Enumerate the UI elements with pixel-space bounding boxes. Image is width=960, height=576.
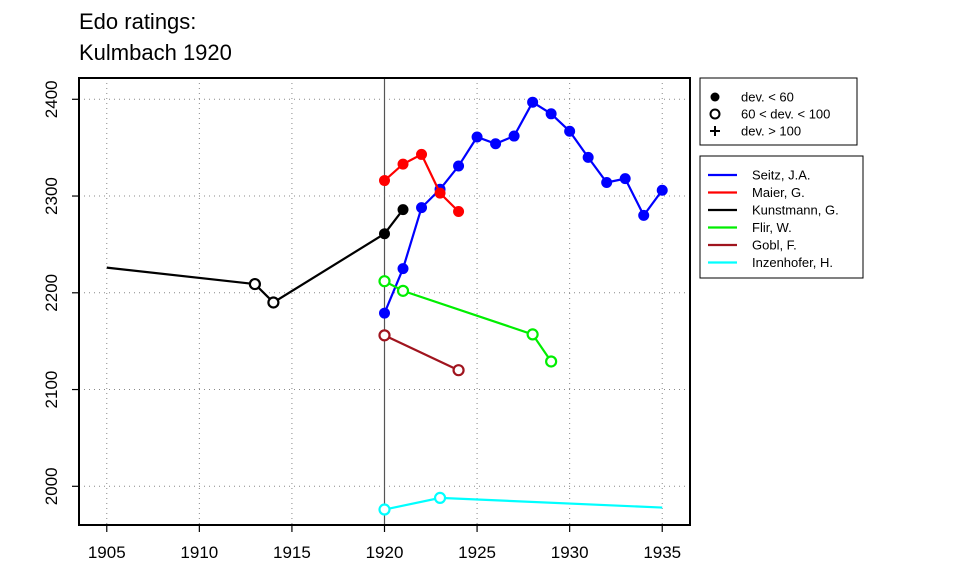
data-point: [378, 329, 391, 342]
x-tick-label: 1935: [643, 543, 681, 562]
deviation-legend-label: 60 < dev. < 100: [741, 107, 830, 122]
series-line: [384, 496, 663, 511]
legend-label: Inzenhofer, H.: [752, 255, 833, 270]
data-point: [471, 131, 483, 143]
legend-label: Kunstmann, G.: [752, 203, 839, 218]
y-tick-label: 2400: [42, 80, 61, 118]
series-line: [383, 280, 553, 363]
series: [378, 329, 465, 377]
x-tick-label: 1905: [88, 543, 126, 562]
data-point: [508, 130, 520, 142]
series: [379, 96, 668, 319]
data-point: [433, 491, 447, 505]
legend-label: Flir, W.: [752, 220, 792, 235]
data-point: [619, 173, 631, 185]
x-tick-label: 1920: [366, 543, 404, 562]
data-point: [397, 158, 409, 170]
series-line: [384, 334, 460, 372]
data-point: [379, 307, 390, 319]
series-line: [383, 100, 664, 314]
y-tick-label: 2200: [42, 274, 61, 312]
data-point: [248, 277, 261, 291]
x-tick-label: 1915: [273, 543, 311, 562]
series: [378, 275, 558, 368]
x-tick-label: 1930: [551, 543, 589, 562]
data-point: [545, 355, 558, 368]
y-tick-label: 2300: [42, 177, 61, 215]
data-point: [656, 184, 668, 196]
series-legend: Seitz, J.A. Maier, G. Kunstmann, G. Flir, W…: [699, 155, 864, 279]
data-point: [490, 138, 502, 150]
data-point: [396, 284, 410, 297]
data-point: [397, 204, 409, 216]
deviation-legend: dev. < 60 60 < dev. < 100 dev. > 100: [699, 77, 858, 146]
data-point: [638, 209, 650, 221]
data-point: [453, 160, 465, 172]
data-point: [601, 176, 613, 188]
data-point: [564, 125, 576, 137]
series: [378, 491, 663, 516]
data-point: [453, 206, 465, 218]
series-group: [106, 96, 668, 516]
axes: 1905 1910 1915 1920 1925 1930 1935 2000 2100 2200…: [42, 80, 681, 562]
series: [379, 148, 465, 218]
open-marker-icon: [709, 108, 721, 120]
legend-label: Gobl, F.: [752, 238, 797, 253]
legend-label: Seitz, J.A.: [752, 168, 811, 183]
data-point: [416, 148, 428, 160]
deviation-legend-label: dev. < 60: [741, 90, 794, 105]
series-legend-box: [699, 155, 864, 279]
data-point: [527, 96, 539, 108]
chart-title-line-2: Kulmbach 1920: [79, 40, 232, 65]
deviation-legend-label: dev. > 100: [741, 124, 801, 139]
data-point: [379, 228, 390, 240]
y-tick-label: 2100: [42, 371, 61, 409]
deviation-legend-box: [699, 77, 858, 146]
data-point: [378, 503, 391, 516]
y-tick-label: 2000: [42, 467, 61, 505]
data-point: [379, 175, 390, 187]
legend-label: Maier, G.: [752, 185, 805, 200]
chart-title-line-1: Edo ratings:: [79, 9, 197, 34]
x-tick-label: 1925: [458, 543, 496, 562]
data-point: [397, 263, 409, 275]
x-tick-label: 1910: [180, 543, 218, 562]
data-point: [416, 202, 428, 214]
series: [106, 204, 409, 309]
data-point: [434, 187, 446, 199]
data-point: [452, 364, 465, 377]
filled-marker-icon: [710, 92, 720, 102]
data-point: [545, 108, 557, 120]
data-point: [378, 275, 391, 288]
data-point: [267, 296, 280, 309]
data-point: [582, 151, 594, 163]
data-point: [526, 328, 539, 341]
